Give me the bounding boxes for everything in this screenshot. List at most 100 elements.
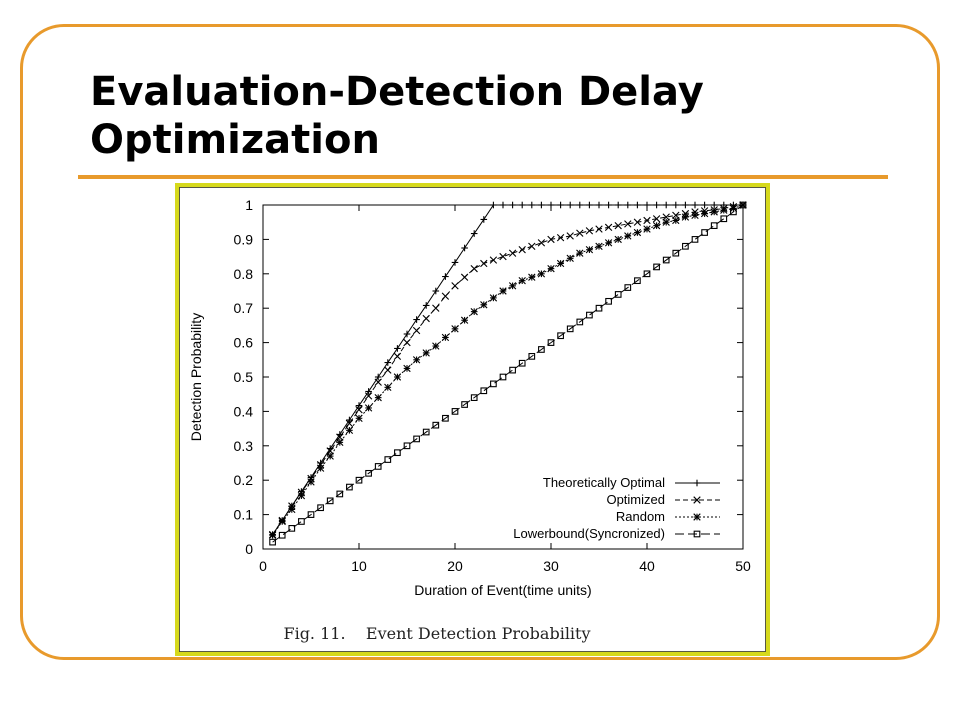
data-point bbox=[422, 302, 430, 309]
data-point bbox=[412, 326, 421, 335]
marker-stroke bbox=[556, 259, 565, 268]
data-point bbox=[297, 488, 306, 496]
data-point bbox=[720, 215, 728, 223]
y-tick-label: 0.1 bbox=[234, 507, 254, 523]
marker-stroke bbox=[422, 314, 430, 323]
marker-stroke bbox=[480, 259, 488, 268]
marker-stroke bbox=[518, 246, 526, 254]
marker-stroke bbox=[394, 449, 401, 457]
data-point bbox=[614, 235, 622, 244]
marker-stroke bbox=[364, 404, 373, 412]
data-point bbox=[537, 239, 546, 247]
marker-stroke bbox=[451, 408, 459, 415]
data-point bbox=[624, 201, 632, 209]
legend-marker bbox=[693, 513, 701, 521]
data-point bbox=[710, 222, 718, 229]
data-point bbox=[566, 232, 574, 240]
data-point bbox=[384, 366, 392, 374]
marker-stroke bbox=[374, 378, 382, 386]
data-point bbox=[412, 356, 421, 364]
marker-stroke bbox=[614, 235, 622, 244]
data-point bbox=[682, 201, 689, 209]
data-point bbox=[355, 405, 363, 414]
marker-stroke bbox=[662, 256, 670, 264]
series-3 bbox=[269, 201, 747, 546]
marker-stroke bbox=[432, 421, 440, 429]
data-point bbox=[537, 270, 546, 278]
data-point bbox=[307, 478, 315, 486]
marker-stroke bbox=[508, 282, 517, 290]
data-point bbox=[701, 201, 708, 209]
marker-stroke bbox=[633, 218, 642, 226]
marker-stroke bbox=[345, 419, 354, 428]
marker-stroke bbox=[576, 318, 584, 326]
data-point bbox=[547, 264, 555, 273]
marker-stroke bbox=[412, 356, 421, 364]
data-point bbox=[298, 518, 305, 525]
marker-stroke bbox=[604, 223, 613, 232]
data-point bbox=[710, 208, 718, 216]
marker-stroke bbox=[432, 342, 440, 350]
legend-marker bbox=[693, 496, 701, 504]
data-point bbox=[691, 201, 699, 209]
marker-stroke bbox=[307, 511, 315, 518]
data-point bbox=[710, 201, 718, 209]
data-point bbox=[451, 408, 459, 415]
marker-stroke bbox=[326, 452, 334, 460]
data-point bbox=[604, 223, 613, 232]
marker-stroke bbox=[336, 490, 344, 498]
data-point bbox=[384, 383, 392, 392]
marker-stroke bbox=[682, 242, 689, 250]
marker-stroke bbox=[528, 353, 536, 360]
marker-stroke bbox=[537, 270, 546, 278]
series-line bbox=[272, 204, 744, 543]
data-point bbox=[345, 419, 354, 428]
data-point bbox=[538, 201, 545, 209]
legend-label: Random bbox=[616, 509, 665, 524]
marker-stroke bbox=[461, 401, 468, 408]
data-point bbox=[490, 201, 497, 209]
data-point bbox=[355, 476, 363, 484]
data-point bbox=[634, 201, 641, 209]
marker-stroke bbox=[556, 233, 565, 242]
data-point bbox=[432, 304, 440, 312]
x-tick-label: 10 bbox=[351, 558, 367, 574]
data-point bbox=[345, 426, 354, 435]
data-point bbox=[316, 461, 325, 469]
data-point bbox=[441, 292, 450, 300]
marker-stroke bbox=[278, 517, 286, 526]
marker-stroke bbox=[403, 364, 411, 373]
data-point bbox=[624, 220, 632, 228]
marker-stroke bbox=[269, 538, 276, 546]
marker-stroke bbox=[691, 211, 699, 220]
marker-stroke bbox=[460, 316, 469, 324]
marker-stroke bbox=[547, 235, 555, 244]
data-point bbox=[470, 394, 478, 401]
data-point bbox=[518, 359, 526, 367]
data-point bbox=[268, 531, 277, 539]
data-point bbox=[672, 249, 680, 257]
data-point bbox=[662, 256, 670, 264]
data-point bbox=[460, 273, 469, 281]
marker-stroke bbox=[451, 325, 459, 333]
data-point bbox=[461, 401, 468, 408]
data-point bbox=[432, 342, 440, 350]
marker-stroke bbox=[451, 282, 459, 290]
data-point bbox=[556, 259, 565, 268]
marker-stroke bbox=[595, 242, 603, 250]
data-point bbox=[557, 332, 564, 340]
data-point bbox=[403, 330, 411, 338]
data-point bbox=[316, 464, 325, 472]
marker-stroke bbox=[355, 414, 363, 422]
marker-stroke bbox=[345, 426, 354, 435]
data-point bbox=[643, 225, 651, 233]
data-point bbox=[364, 404, 373, 412]
marker-stroke bbox=[585, 246, 594, 254]
marker-stroke bbox=[489, 256, 498, 264]
data-point bbox=[538, 346, 545, 353]
data-point bbox=[393, 373, 402, 381]
marker-stroke bbox=[384, 366, 392, 374]
data-point bbox=[691, 208, 699, 216]
marker-stroke bbox=[432, 304, 440, 312]
marker-stroke bbox=[547, 339, 555, 346]
